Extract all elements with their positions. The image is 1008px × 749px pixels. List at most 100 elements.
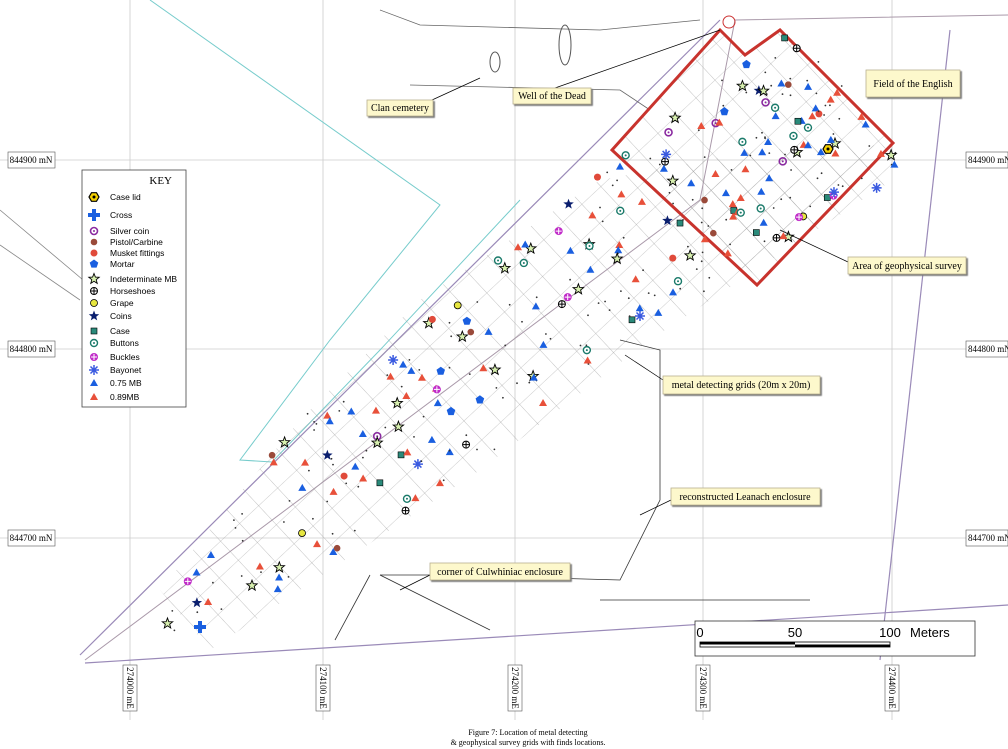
find-symbol [275,573,284,581]
grid-point [240,575,243,577]
caption: Figure 7: Location of metal detecting [468,728,587,737]
grid-point [763,240,766,243]
find-symbol [161,616,174,630]
legend-label: Indeterminate MB [110,274,177,284]
find-symbol [539,340,548,348]
find-symbol [484,327,493,335]
grid-point [653,294,656,297]
grid-point [234,527,237,529]
find-symbol [700,235,709,243]
find-symbol [453,301,462,310]
grid-point [817,61,820,63]
find-symbol [669,288,678,296]
grid-point [611,184,614,187]
grid-point [332,463,334,466]
find-symbol [759,218,768,226]
grid-point [755,136,758,139]
grid-point [450,335,453,338]
find-symbol [531,302,540,310]
find-symbol [711,170,720,178]
find-symbol [683,248,697,262]
grid-point [672,202,674,205]
find-symbol [298,529,306,537]
find-symbol [402,507,410,515]
find-symbol [192,568,201,576]
find-symbol [781,160,784,163]
find-symbol [777,79,786,87]
grid-point [806,79,809,82]
grid-point [345,482,348,485]
grid-point [679,287,682,290]
scale-unit: Meters [910,625,950,640]
grid-point [362,456,364,459]
find-symbol [403,448,412,456]
grid-point [837,184,840,186]
grid-point [313,421,315,423]
find-symbol [93,342,95,344]
find-symbol [710,229,717,237]
scale-tick: 50 [788,625,802,640]
grid-point [774,57,777,59]
find-symbol [376,479,384,487]
grid-point [597,302,600,304]
grid-point [418,369,421,371]
find-symbol [498,261,512,274]
find-symbol [194,621,206,633]
find-symbol [433,386,440,393]
grid-point [832,133,835,135]
grid-point [326,500,329,503]
easting: 274200 mE [510,667,520,709]
grid-point [308,469,310,472]
grid-point [400,385,403,388]
grid-point [528,381,531,384]
find-symbol [90,238,98,246]
find-symbol [631,275,640,283]
find-symbol [412,459,423,470]
grid-point [196,611,199,614]
grid-point [764,137,766,140]
find-symbol [615,241,624,249]
label: Area of geophysical survey [852,261,962,272]
scale-bar: 0 50 100 Meters [694,620,976,657]
grid-point [569,278,571,281]
find-symbol [615,162,624,170]
find-symbol [759,207,762,210]
find-symbol [399,360,408,368]
find-symbol [446,406,456,416]
find-symbol [529,373,538,381]
easting: 274100 mE [318,667,328,709]
grid-point [448,366,451,369]
find-symbol [268,451,276,459]
grid-point [729,243,731,246]
find-symbol [462,316,472,325]
find-symbol [635,311,645,321]
find-symbol [661,158,669,166]
grid-point [476,301,479,303]
grid-point [682,219,684,221]
find-symbol [90,299,98,307]
grid-point [599,206,601,209]
find-symbol [371,406,380,414]
find-symbol [273,585,282,593]
grid-point [413,436,415,438]
grid-point [442,479,445,482]
find-symbol [455,329,469,343]
grid-point [658,163,661,166]
grid-point [549,337,552,340]
find-symbol [513,243,522,251]
grid-point [668,191,671,194]
label: reconstructed Leanach enclosure [679,492,811,503]
find-symbol [739,211,742,214]
grid-point [764,71,767,74]
grid-point [338,410,341,412]
grid-point [868,145,871,147]
legend-label: Case lid [110,192,141,202]
find-symbol [245,578,259,592]
grid-point [789,196,792,199]
find-symbol [778,157,788,166]
find-symbol [323,411,332,419]
find-symbol [635,304,644,312]
find-symbol [792,134,795,137]
legend-label: 0.89MB [110,392,140,402]
find-symbol [585,349,588,352]
